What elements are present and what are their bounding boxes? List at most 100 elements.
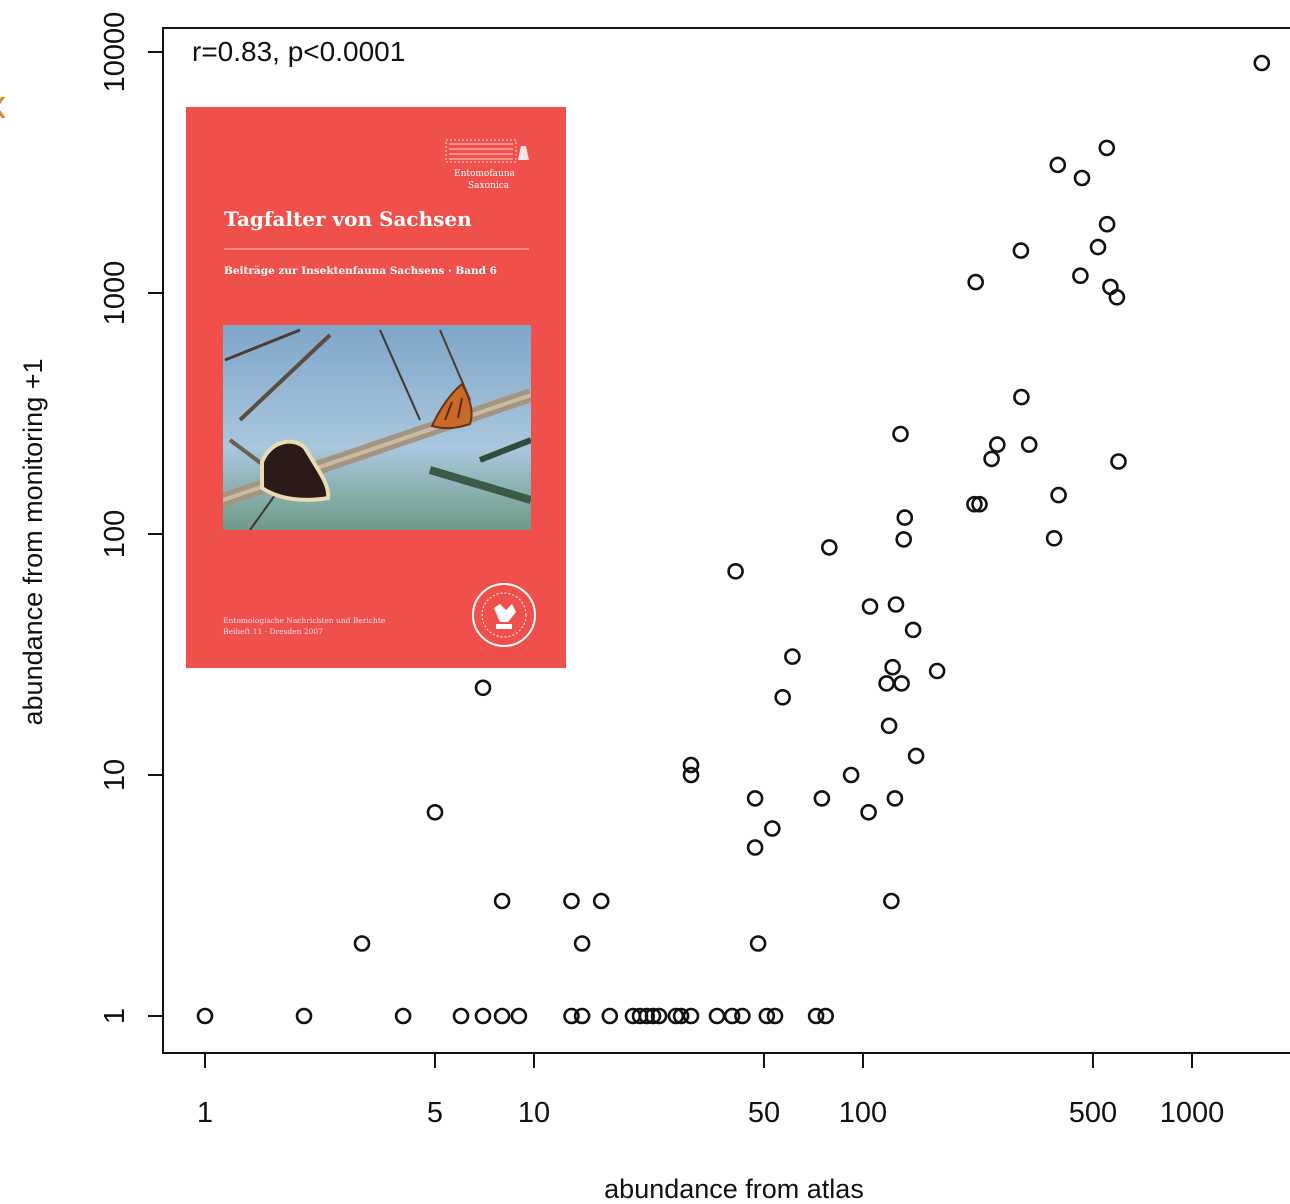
- data-point: [1020, 436, 1038, 453]
- x-tick-label: 1: [197, 1097, 213, 1129]
- data-point: [893, 675, 910, 692]
- data-point: [774, 688, 792, 706]
- book-subtitle: Beiträge zur Insektenfauna Sachsens · Ba…: [224, 265, 497, 277]
- data-point: [1098, 139, 1116, 157]
- x-tick-label: 1000: [1160, 1097, 1225, 1129]
- data-point: [723, 1007, 741, 1025]
- data-point: [452, 1007, 470, 1025]
- data-point: [510, 1007, 528, 1025]
- data-point: [763, 820, 781, 837]
- data-point: [746, 790, 764, 807]
- data-point: [650, 1007, 668, 1025]
- book-footer-line-1: Entomologische Nachrichten und Berichte: [223, 616, 386, 625]
- data-point: [1253, 54, 1271, 72]
- data-point: [886, 790, 904, 807]
- data-point: [196, 1007, 214, 1025]
- data-point: [682, 1007, 700, 1025]
- data-point: [880, 717, 898, 735]
- data-point: [1098, 215, 1116, 233]
- data-point: [474, 679, 492, 697]
- data-point: [563, 892, 580, 910]
- y-axis: 1 10 100 1000 10000: [99, 12, 163, 1024]
- data-point: [749, 935, 767, 952]
- data-point: [1012, 242, 1030, 259]
- data-point: [784, 648, 801, 665]
- y-axis-title: abundance from monitoring +1: [18, 359, 48, 726]
- entomofauna-logo: Entomofauna Saxonica: [445, 139, 529, 191]
- society-seal: [472, 583, 536, 647]
- book-title: Tagfalter von Sachsen: [224, 207, 472, 231]
- edge-mark: x: [0, 83, 6, 127]
- data-point: [860, 803, 877, 821]
- data-point: [892, 425, 909, 443]
- y-tick-label: 1: [99, 1008, 131, 1024]
- data-point: [601, 1007, 619, 1025]
- data-point: [887, 596, 905, 613]
- y-tick-label: 1000: [99, 261, 131, 326]
- data-point: [353, 935, 371, 952]
- data-point: [573, 935, 591, 952]
- data-point: [758, 1007, 776, 1025]
- plot-frame: [162, 27, 1290, 1054]
- data-point: [1073, 169, 1091, 187]
- data-point: [896, 509, 914, 526]
- data-point: [883, 892, 900, 910]
- x-tick-label: 10: [518, 1097, 550, 1129]
- data-point: [904, 621, 922, 639]
- data-point: [493, 892, 511, 910]
- data-point: [672, 1007, 690, 1025]
- data-point: [592, 892, 610, 910]
- data-point: [842, 766, 860, 784]
- data-point: [1013, 388, 1030, 406]
- x-tick-label: 5: [427, 1097, 443, 1129]
- data-point: [708, 1007, 726, 1025]
- logo-line-2: Saxonica: [468, 181, 510, 191]
- logo-line-1: Entomofauna: [454, 169, 516, 179]
- y-tick-label: 10: [99, 759, 131, 791]
- data-point: [971, 495, 988, 513]
- data-point: [813, 790, 831, 807]
- data-point: [644, 1007, 662, 1025]
- data-point: [884, 658, 901, 676]
- x-tick-label: 500: [1069, 1097, 1117, 1129]
- data-point: [928, 662, 946, 680]
- data-point: [727, 562, 744, 580]
- data-point: [493, 1007, 511, 1025]
- x-tick-label: 50: [748, 1097, 780, 1129]
- data-point: [394, 1007, 412, 1025]
- correlation-annotation: r=0.83, p<0.0001: [192, 36, 405, 67]
- x-axis: 1 5 10 50 100 500 1000: [197, 1053, 1224, 1129]
- data-point: [967, 273, 985, 291]
- data-point: [746, 839, 764, 856]
- data-point: [907, 747, 925, 765]
- book-footer-line-2: Beiheft 11 · Dresden 2007: [223, 627, 323, 636]
- data-point: [1108, 288, 1126, 306]
- data-point: [1050, 486, 1067, 504]
- data-point: [807, 1007, 825, 1025]
- data-point: [820, 539, 838, 556]
- inset-book-cover: Entomofauna Saxonica Tagfalter von Sachs…: [186, 107, 566, 668]
- data-point: [895, 531, 913, 548]
- data-point: [983, 450, 1000, 468]
- data-point: [426, 803, 444, 821]
- data-point: [682, 766, 700, 784]
- data-point: [1089, 238, 1107, 256]
- data-point: [1049, 156, 1067, 174]
- y-tick-label: 100: [99, 510, 131, 558]
- data-point: [638, 1007, 656, 1025]
- data-point: [1045, 529, 1063, 547]
- y-tick-label: 10000: [99, 12, 131, 93]
- data-point: [988, 436, 1006, 453]
- x-tick-label: 100: [839, 1097, 887, 1129]
- data-point: [817, 1007, 835, 1025]
- data-point: [563, 1007, 580, 1025]
- data-point: [734, 1007, 751, 1025]
- data-points: [196, 54, 1271, 1025]
- data-point: [573, 1007, 591, 1025]
- data-point: [1072, 267, 1089, 285]
- data-point: [861, 598, 879, 615]
- butterfly-photo: [223, 325, 531, 530]
- data-point: [766, 1007, 784, 1025]
- x-axis-title: abundance from atlas: [604, 1174, 864, 1204]
